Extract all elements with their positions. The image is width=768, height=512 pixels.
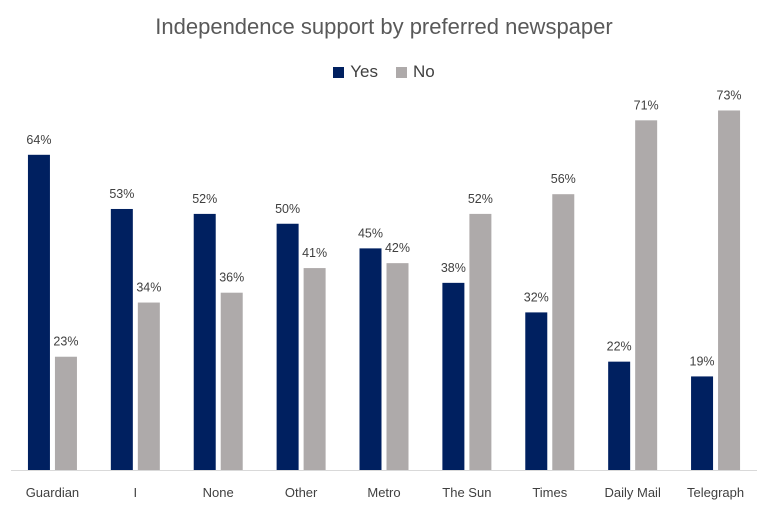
data-label-no: 71% xyxy=(634,98,659,112)
bar-no xyxy=(552,194,575,470)
bar-yes xyxy=(110,208,133,470)
data-label-no: 56% xyxy=(551,172,576,186)
data-label-yes: 53% xyxy=(109,187,134,201)
x-tick-label: Daily Mail xyxy=(604,485,660,500)
data-label-yes: 32% xyxy=(524,290,549,304)
data-label-yes: 22% xyxy=(607,340,632,354)
bar-yes xyxy=(608,361,631,470)
x-tick-label: Other xyxy=(285,485,318,500)
legend-label-yes: Yes xyxy=(350,62,378,81)
data-label-no: 42% xyxy=(385,241,410,255)
bar-yes xyxy=(27,154,50,471)
data-label-no: 73% xyxy=(717,88,742,102)
legend: Yes No xyxy=(0,62,768,82)
data-label-no: 23% xyxy=(53,335,78,349)
bar-no xyxy=(718,110,741,470)
data-label-yes: 38% xyxy=(441,261,466,275)
bar-no xyxy=(303,268,326,470)
legend-swatch-yes xyxy=(333,66,345,78)
x-tick-label: Guardian xyxy=(26,485,79,500)
chart-title: Independence support by preferred newspa… xyxy=(155,14,613,39)
x-tick-label: The Sun xyxy=(442,485,491,500)
data-label-no: 52% xyxy=(468,192,493,206)
bar-no xyxy=(220,292,243,470)
bar-yes xyxy=(276,223,299,470)
bar-yes xyxy=(193,213,216,470)
data-label-no: 34% xyxy=(136,281,161,295)
bar-yes xyxy=(442,282,465,470)
bar-no xyxy=(54,356,77,470)
bar-yes xyxy=(691,376,714,470)
legend-swatch-no xyxy=(396,66,407,78)
legend-item-no: No xyxy=(396,62,435,82)
data-label-yes: 50% xyxy=(275,202,300,216)
bar-yes xyxy=(359,248,382,470)
bar-no xyxy=(469,213,492,470)
data-label-yes: 52% xyxy=(192,192,217,206)
bar-no xyxy=(635,120,658,470)
data-label-yes: 19% xyxy=(690,354,715,368)
data-label-no: 36% xyxy=(219,271,244,285)
x-tick-label: None xyxy=(203,485,234,500)
data-label-no: 41% xyxy=(302,246,327,260)
data-label-yes: 45% xyxy=(358,226,383,240)
legend-label-no: No xyxy=(413,62,435,81)
x-tick-label: Times xyxy=(532,485,567,500)
bar-no xyxy=(137,302,160,470)
x-tick-label: I xyxy=(134,485,138,500)
x-tick-label: Telegraph xyxy=(687,485,744,500)
legend-item-yes: Yes xyxy=(333,62,378,82)
bar-yes xyxy=(525,312,548,470)
data-label-yes: 64% xyxy=(26,133,51,147)
bar-no xyxy=(386,263,409,470)
x-tick-label: Metro xyxy=(367,485,400,500)
